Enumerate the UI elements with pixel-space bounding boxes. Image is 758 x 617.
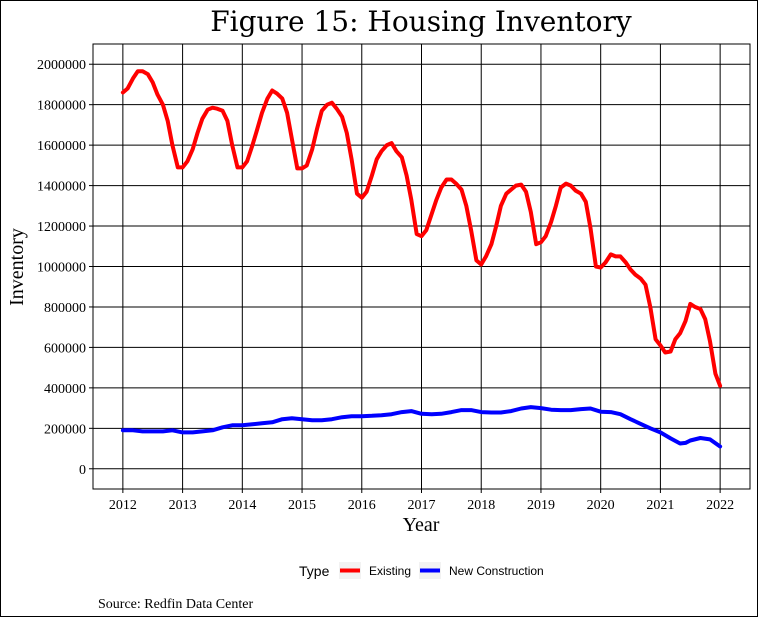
- y-tick-label: 0: [79, 463, 86, 478]
- x-axis: 2012 2013 2014 2015 2016 2017 2018 2019 2020 2021…: [109, 489, 734, 513]
- x-tick-label: 2014: [228, 498, 256, 513]
- x-tick-label: 2017: [408, 498, 436, 513]
- y-tick-label: 1200000: [37, 220, 86, 235]
- x-tick-label: 2019: [527, 498, 555, 513]
- legend-title: Type: [299, 563, 330, 579]
- series-layer: [120, 69, 723, 449]
- legend: Type Existing New Construction: [299, 562, 544, 579]
- x-axis-title: Year: [403, 514, 440, 536]
- x-tick-label: 2021: [646, 498, 674, 513]
- y-axis: 0 200000 400000 600000 800000 1000000 1200000 1…: [37, 58, 93, 478]
- y-tick-label: 400000: [44, 382, 86, 397]
- y-tick-label: 1000000: [37, 261, 86, 276]
- x-tick-label: 2020: [587, 498, 615, 513]
- y-tick-label: 1400000: [37, 180, 86, 195]
- legend-label-new-construction: New Construction: [449, 564, 544, 578]
- y-tick-label: 1800000: [37, 99, 86, 114]
- x-tick-label: 2016: [348, 498, 376, 513]
- series-line-new-construction: [120, 405, 723, 449]
- y-axis-title: Inventory: [6, 228, 28, 306]
- source-caption: Source: Redfin Data Center: [98, 597, 253, 612]
- x-tick-label: 2022: [706, 498, 734, 513]
- y-tick-label: 800000: [44, 301, 86, 316]
- y-tick-label: 200000: [44, 422, 86, 437]
- x-tick-label: 2012: [109, 498, 137, 513]
- y-tick-label: 600000: [44, 341, 86, 356]
- x-tick-label: 2015: [288, 498, 316, 513]
- y-tick-label: 2000000: [37, 58, 86, 73]
- x-tick-label: 2018: [467, 498, 495, 513]
- legend-label-existing: Existing: [369, 564, 411, 578]
- chart-title: Figure 15: Housing Inventory: [210, 5, 632, 38]
- y-tick-label: 1600000: [37, 139, 86, 154]
- grid-lines: [93, 44, 750, 489]
- x-tick-label: 2013: [169, 498, 197, 513]
- legend-items: Existing New Construction: [339, 562, 544, 579]
- series-line-existing: [120, 69, 723, 388]
